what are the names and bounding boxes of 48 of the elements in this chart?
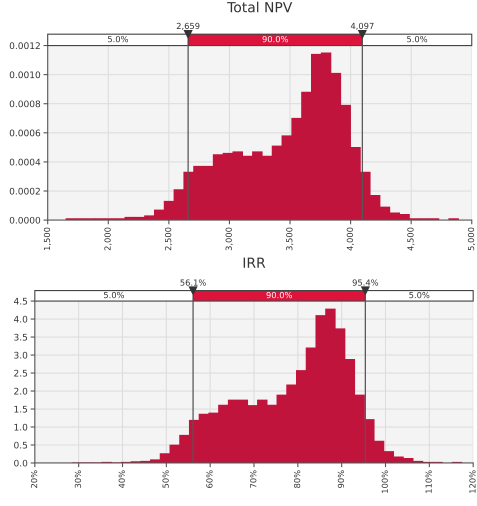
- x-tick-label: 2,500: [164, 228, 172, 250]
- x-tick-label: 5,000: [468, 228, 476, 250]
- text: 90.0%: [262, 36, 288, 42]
- text: 5.0%: [407, 36, 428, 42]
- y-tick-label: 0.0012: [10, 42, 40, 50]
- y-tick-label: 2.5: [14, 370, 28, 377]
- x-tick-label: 60%: [206, 470, 213, 488]
- y-tick-label: 0.0006: [10, 130, 40, 136]
- chart-title: Total NPV: [227, 2, 292, 12]
- x-tick-label: 30%: [74, 470, 82, 488]
- x-tick-label: 3,000: [226, 228, 233, 250]
- x-tick-label: 80%: [294, 470, 300, 488]
- text: 5.0%: [409, 292, 430, 298]
- y-tick-label: 0.0: [14, 460, 28, 467]
- x-tick-label: 110%: [425, 470, 432, 493]
- y-tick-label: 0.0000: [10, 216, 40, 224]
- y-tick-label: 0.0002: [10, 188, 40, 195]
- x-tick-label: 4,500: [407, 228, 414, 251]
- x-tick-label: 40%: [118, 470, 125, 488]
- x-tick-label: 120%: [469, 470, 476, 493]
- x-tick-label: 1,500: [44, 228, 51, 250]
- x-tick-label: 90%: [338, 470, 344, 488]
- ref-line-label: 4,097: [350, 22, 374, 30]
- x-tick-label: 2,000: [104, 228, 112, 250]
- y-tick-label: 1.0: [14, 424, 28, 431]
- ref-line-label: 2,659: [176, 22, 200, 30]
- x-tick-label: 70%: [250, 470, 256, 488]
- y-tick-label: 1.5: [14, 406, 28, 413]
- y-tick-label: 0.0004: [10, 158, 40, 166]
- x-tick-label: 50%: [162, 470, 169, 488]
- y-tick-label: 0.0008: [10, 100, 40, 108]
- x-tick-label: 100%: [382, 470, 388, 493]
- chart-title: IRR: [244, 258, 266, 268]
- text: 90.0%: [266, 292, 292, 298]
- ref-line-label: 95.4%: [352, 279, 378, 286]
- y-tick-label: 2.0: [14, 388, 28, 395]
- x-tick-label: 4,000: [346, 228, 354, 251]
- y-tick-label: 0.0010: [10, 71, 40, 78]
- text: 5.0%: [104, 292, 124, 298]
- y-tick-label: 4.0: [14, 316, 28, 323]
- y-tick-label: 4.5: [14, 298, 28, 305]
- x-tick-label: 20%: [30, 470, 38, 488]
- y-tick-label: 3.0: [14, 352, 28, 359]
- ref-line-label: 56.1%: [180, 279, 206, 286]
- y-tick-label: 0.5: [14, 442, 28, 449]
- x-tick-label: 3,500: [286, 228, 294, 250]
- y-tick-label: 3.5: [14, 334, 28, 341]
- text: 5.0%: [108, 36, 128, 42]
